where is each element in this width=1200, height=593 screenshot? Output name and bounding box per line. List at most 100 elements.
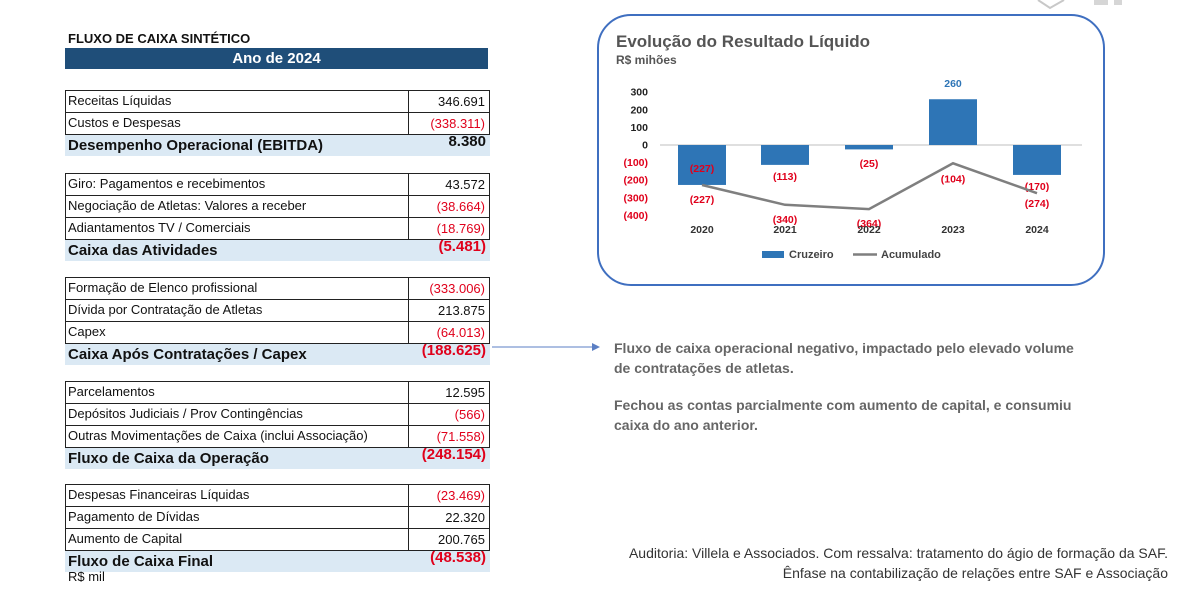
row-value: (64.013) xyxy=(408,322,489,343)
table-row: Aumento de Capital 200.765 xyxy=(65,528,490,551)
bar-cruzeiro xyxy=(1013,145,1061,175)
table-group: Despesas Financeiras Líquidas (23.469) Pag… xyxy=(65,484,490,572)
table-row: Despesas Financeiras Líquidas (23.469) xyxy=(65,484,490,506)
row-value: (338.311) xyxy=(408,113,489,134)
row-label: Dívida por Contratação de Atletas xyxy=(68,302,263,317)
line-data-label: (274) xyxy=(1025,198,1050,210)
y-tick-label: (400) xyxy=(623,210,648,222)
table-unit: R$ mil xyxy=(68,569,105,584)
total-label: Fluxo de Caixa da Operação xyxy=(68,450,269,467)
line-data-label: (364) xyxy=(857,218,882,230)
y-tick-label: (200) xyxy=(623,175,648,187)
corner-logo-icon xyxy=(1037,0,1122,10)
row-label: Outras Movimentações de Caixa (inclui As… xyxy=(68,428,368,443)
x-tick-label: 2022 xyxy=(857,224,881,236)
bar-cruzeiro xyxy=(678,145,726,185)
total-value: (48.538) xyxy=(430,549,486,566)
row-value: (23.469) xyxy=(408,485,489,506)
chart-title: Evolução do Resultado Líquido xyxy=(616,32,871,51)
row-value: 22.320 xyxy=(408,507,489,528)
bar-data-label: (113) xyxy=(773,171,797,183)
x-tick-label: 2021 xyxy=(773,224,797,236)
connector-arrow-icon xyxy=(492,343,600,351)
audit-line-1: Auditoria: Villela e Associados. Com res… xyxy=(628,545,1168,561)
total-row: Desempenho Operacional (EBITDA) 8.380 xyxy=(65,133,490,156)
table-row: Dívida por Contratação de Atletas 213.875 xyxy=(65,299,490,321)
row-label: Custos e Despesas xyxy=(68,115,181,130)
row-value: 12.595 xyxy=(408,382,489,403)
audit-line-2: Ênfase na contabilização de relações ent… xyxy=(782,565,1168,581)
table-row: Adiantamentos TV / Comerciais (18.769) xyxy=(65,217,490,240)
total-label: Caixa Após Contratações / Capex xyxy=(68,346,307,363)
table-row: Formação de Elenco profissional (333.006) xyxy=(65,277,490,299)
total-label: Caixa das Atividades xyxy=(68,242,218,259)
y-tick-label: 0 xyxy=(642,140,648,152)
row-value: 346.691 xyxy=(408,91,489,112)
row-label: Pagamento de Dívidas xyxy=(68,509,200,524)
row-label: Receitas Líquidas xyxy=(68,93,172,108)
table-row: Negociação de Atletas: Valores a receber… xyxy=(65,195,490,217)
total-row: Fluxo de Caixa Final (48.538) xyxy=(65,549,490,572)
bar-data-label: 260 xyxy=(944,78,962,90)
total-label: Fluxo de Caixa Final xyxy=(68,553,214,570)
row-label: Depósitos Judiciais / Prov Contingências xyxy=(68,406,303,421)
table-row: Custos e Despesas (338.311) xyxy=(65,112,490,135)
row-label: Negociação de Atletas: Valores a receber xyxy=(68,198,307,213)
row-value: 43.572 xyxy=(408,174,489,195)
y-tick-label: (100) xyxy=(623,157,648,169)
row-label: Parcelamentos xyxy=(68,384,155,399)
table-row: Pagamento de Dívidas 22.320 xyxy=(65,506,490,528)
chart-frame xyxy=(597,14,1105,286)
row-value: 213.875 xyxy=(408,300,489,321)
row-value: (18.769) xyxy=(408,218,489,239)
total-value: (5.481) xyxy=(438,238,486,255)
table-group: Receitas Líquidas 346.691 Custos e Despesa… xyxy=(65,90,490,156)
row-value: (71.558) xyxy=(408,426,489,447)
line-data-label: (227) xyxy=(690,194,715,206)
x-tick-label: 2020 xyxy=(690,224,714,236)
table-title: FLUXO DE CAIXA SINTÉTICO xyxy=(68,31,251,46)
table-row: Parcelamentos 12.595 xyxy=(65,381,490,403)
x-tick-label: 2023 xyxy=(941,224,965,236)
total-label: Desempenho Operacional (EBITDA) xyxy=(68,137,324,154)
total-row: Caixa Após Contratações / Capex (188.625) xyxy=(65,342,490,365)
x-tick-label: 2024 xyxy=(1025,224,1049,236)
bar-data-label: (25) xyxy=(860,158,879,170)
total-value: (248.154) xyxy=(421,446,486,463)
y-tick-label: 100 xyxy=(630,122,648,134)
chart-subtitle: R$ mihões xyxy=(616,53,677,67)
row-label: Despesas Financeiras Líquidas xyxy=(68,487,250,502)
y-tick-label: 300 xyxy=(630,87,648,99)
note-operational: Fluxo de caixa operacional negativo, imp… xyxy=(614,340,1074,376)
table-row: Giro: Pagamentos e recebimentos 43.572 xyxy=(65,173,490,195)
row-label: Capex xyxy=(68,324,106,339)
row-value: 200.765 xyxy=(408,529,489,550)
table-row: Capex (64.013) xyxy=(65,321,490,344)
line-acumulado xyxy=(701,161,1038,211)
bar-cruzeiro xyxy=(761,145,809,165)
line-data-label: (340) xyxy=(773,214,798,226)
table-row: Outras Movimentações de Caixa (inclui As… xyxy=(65,425,490,448)
row-label: Formação de Elenco profissional xyxy=(68,280,258,295)
legend-label-cruzeiro: Cruzeiro xyxy=(789,249,834,261)
row-value: (333.006) xyxy=(408,278,489,299)
row-label: Aumento de Capital xyxy=(68,531,183,546)
bar-cruzeiro xyxy=(845,145,893,150)
table-row: Depósitos Judiciais / Prov Contingências… xyxy=(65,403,490,425)
y-tick-label: 200 xyxy=(630,104,648,116)
table-row: Receitas Líquidas 346.691 xyxy=(65,90,490,112)
table-group: Formação de Elenco profissional (333.006)… xyxy=(65,277,490,365)
total-row: Fluxo de Caixa da Operação (248.154) xyxy=(65,446,490,469)
row-value: (38.664) xyxy=(408,196,489,217)
row-label: Adiantamentos TV / Comerciais xyxy=(68,220,251,235)
bar-data-label: (227) xyxy=(690,163,715,175)
year-header: Ano de 2024 xyxy=(65,48,488,69)
table-group: Giro: Pagamentos e recebimentos 43.572 Neg… xyxy=(65,173,490,261)
bar-cruzeiro xyxy=(929,99,977,145)
total-row: Caixa das Atividades (5.481) xyxy=(65,238,490,261)
legend-swatch-cruzeiro xyxy=(762,251,784,258)
line-data-label: (104) xyxy=(941,173,966,185)
total-value: (188.625) xyxy=(421,342,486,359)
table-group: Parcelamentos 12.595 Depósitos Judiciais /… xyxy=(65,381,490,469)
